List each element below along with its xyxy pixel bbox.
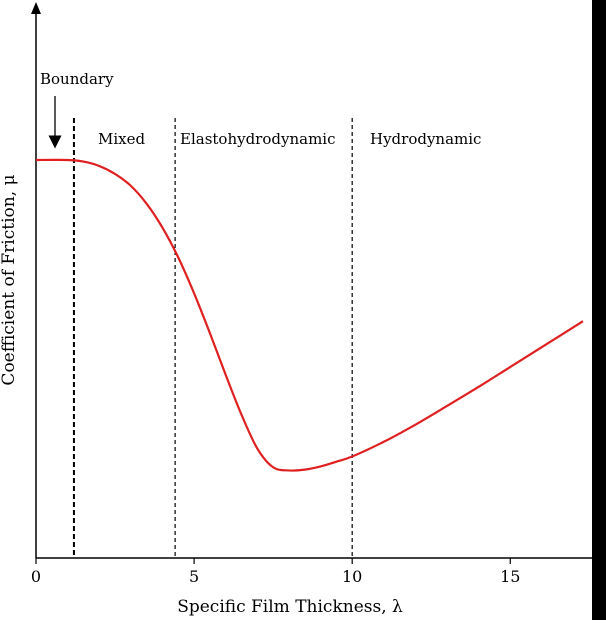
region-dividers bbox=[72, 118, 353, 558]
x-tick-label-10: 10 bbox=[342, 567, 362, 586]
x-tick-label-5: 5 bbox=[189, 567, 199, 586]
region-label-elastohydrodynamic: Elastohydrodynamic bbox=[180, 130, 336, 148]
x-tick-label-15: 15 bbox=[500, 567, 520, 586]
image-edge-strip bbox=[592, 0, 606, 620]
region-label-boundary: Boundary bbox=[40, 70, 114, 88]
x-axis-title: Specific Film Thickness, λ bbox=[177, 597, 403, 617]
series-line-friction bbox=[35, 158, 584, 472]
x-ticks: 0 5 10 15 bbox=[31, 558, 520, 586]
y-axis-arrow-icon bbox=[31, 2, 41, 14]
x-tick-label-0: 0 bbox=[31, 567, 41, 586]
region-label-hydrodynamic: Hydrodynamic bbox=[370, 130, 481, 148]
y-axis-title: Coefficient of Friction, μ bbox=[0, 174, 19, 385]
region-label-mixed: Mixed bbox=[98, 130, 145, 148]
